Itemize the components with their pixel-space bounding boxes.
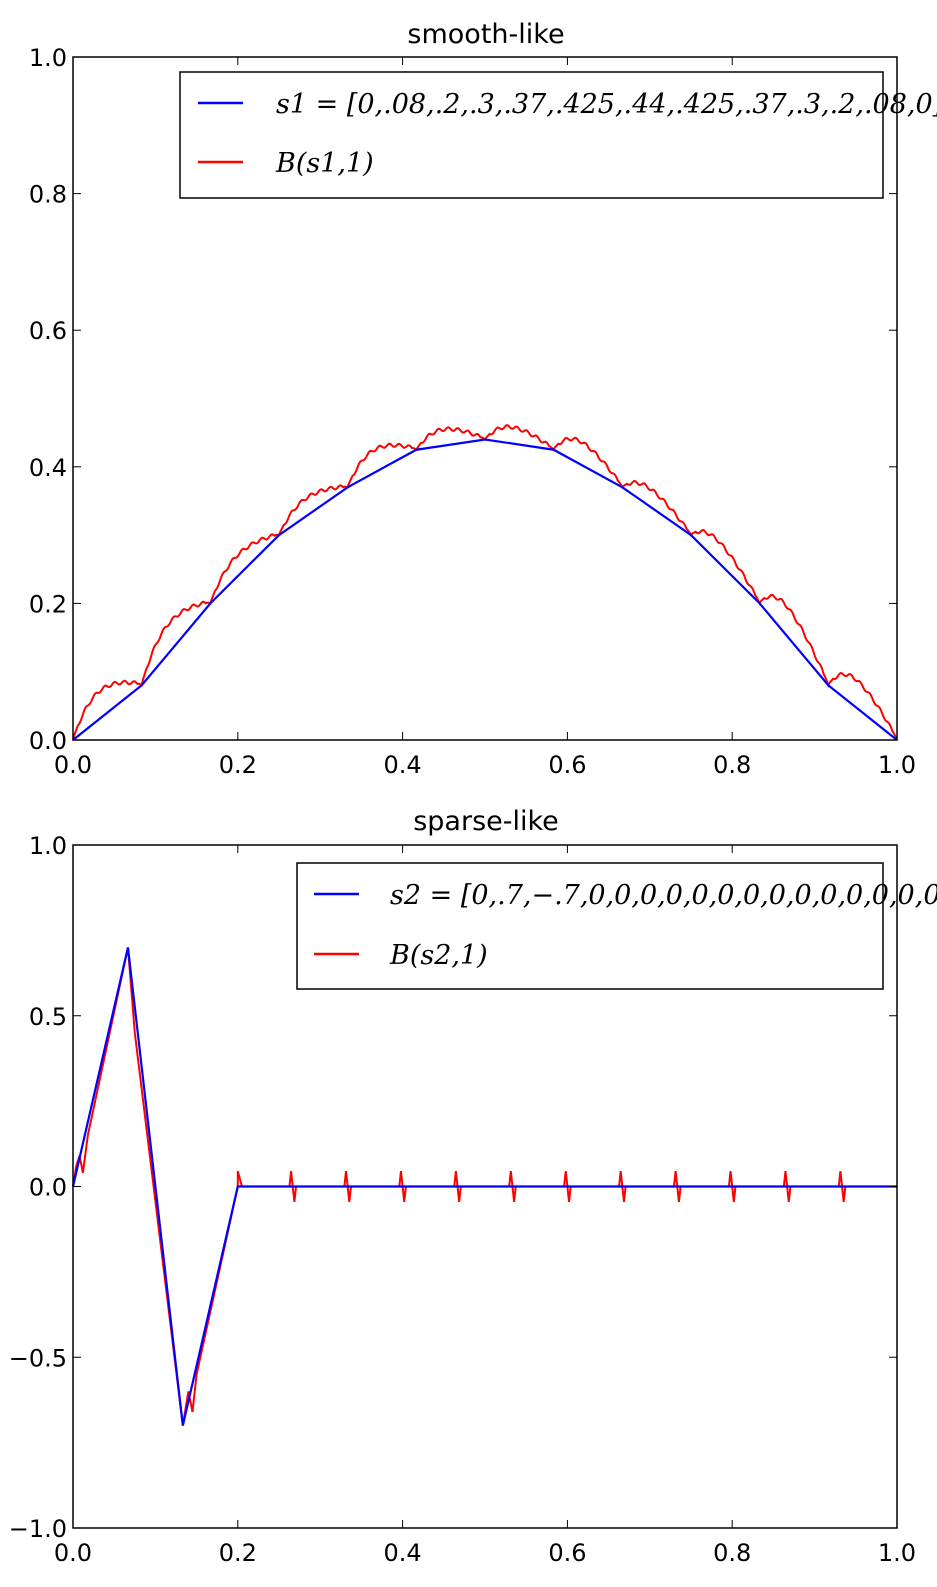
chart-title: sparse-like (413, 806, 559, 837)
y-tick-label: −1.0 (9, 1515, 67, 1543)
legend-label-s1: s1 = [0,.08,.2,.3,.37,.425,.44,.425,.37,… (276, 89, 937, 120)
y-tick-label: 0.0 (29, 1174, 67, 1202)
y-tick-label: 1.0 (29, 44, 67, 72)
x-tick-label: 0.6 (548, 751, 586, 779)
x-tick-label: 0.2 (219, 1539, 257, 1567)
y-tick-label: 0.4 (29, 454, 67, 482)
legend-label-bs1: B(s1,1) (275, 148, 374, 179)
plot-lines (72, 424, 898, 741)
y-tick-label: 0.5 (29, 1003, 67, 1031)
series-line-s (72, 438, 898, 741)
y-tick-label: −0.5 (9, 1344, 67, 1372)
y-tick-label: 0.8 (29, 181, 67, 209)
x-tick-label: 1.0 (878, 751, 916, 779)
legend: s2 = [0,.7,−.7,0,0,0,0,0,0,0,0,0,0,0,0,0… (296, 862, 937, 990)
x-tick-label: 0.0 (54, 751, 92, 779)
series-line-s (71, 947, 897, 1426)
axis-ticks: 0.0 0.2 0.4 0.6 0.8 1.0 0.0 0.2 0.4 0.6 0.8 1.0 (29, 44, 916, 779)
legend-label-s2: s2 = [0,.7,−.7,0,0,0,0,0,0,0,0,0,0,0,0,0… (390, 880, 937, 911)
y-tick-label: 0.0 (29, 727, 67, 755)
legend-box (296, 862, 884, 990)
subplot-smooth-like: smooth-like 0.0 0.2 0.4 0.6 0.8 1.00.00.20.40… (29, 19, 937, 779)
x-tick-label: 0.6 (548, 1539, 586, 1567)
x-tick-label: 0.8 (713, 1539, 751, 1567)
legend: s1 = [0,.08,.2,.3,.37,.425,.44,.425,.37,… (179, 71, 937, 199)
x-tick-label: 0.0 (54, 1539, 92, 1567)
chart-title: smooth-like (407, 19, 564, 50)
y-tick-label: 0.2 (29, 590, 67, 618)
y-tick-label: 1.0 (29, 832, 67, 860)
x-tick-label: 0.8 (713, 751, 751, 779)
plot-lines (71, 947, 897, 1426)
plot-frame (72, 844, 898, 1529)
axis-ticks: 0.0 0.2 0.4 0.6 0.8 1.0 −1.0 −0.5 0.0 0.5 1.0 (9, 832, 916, 1567)
x-tick-label: 0.4 (384, 1539, 422, 1567)
legend-box (179, 71, 884, 199)
plot-frame (72, 56, 898, 741)
x-tick-label: 0.2 (219, 751, 257, 779)
subplot-sparse-like: sparse-like 0.0 0.2 0.4 0.6 0.8 1.0−1.0−0.50.… (9, 806, 937, 1567)
x-tick-label: 1.0 (878, 1539, 916, 1567)
legend-label-bs2: B(s2,1) (389, 940, 488, 971)
series-line-b (72, 424, 898, 741)
x-tick-label: 0.4 (384, 751, 422, 779)
y-tick-label: 0.6 (29, 317, 67, 345)
